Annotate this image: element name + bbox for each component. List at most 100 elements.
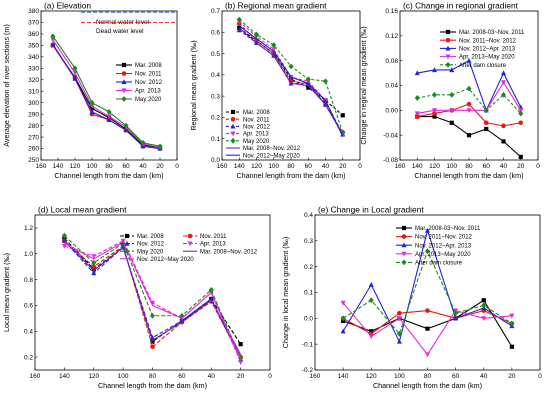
data-point bbox=[432, 114, 437, 119]
panel-title: (e) Change in Local gradient bbox=[318, 205, 424, 215]
x-tick-label: 0 bbox=[538, 373, 542, 380]
legend-marker bbox=[187, 233, 193, 239]
data-point bbox=[369, 329, 374, 334]
data-point bbox=[483, 107, 489, 114]
y-tick-label: 280 bbox=[28, 123, 39, 130]
y-tick-label: 0.6 bbox=[24, 303, 33, 310]
x-tick-label: 0 bbox=[268, 373, 272, 380]
y-tick-label: 360 bbox=[28, 31, 39, 38]
x-tick-label: 80 bbox=[465, 163, 473, 170]
x-tick-label: 40 bbox=[322, 163, 330, 170]
legend-marker bbox=[124, 233, 130, 239]
data-point bbox=[396, 338, 402, 344]
y-tick-label: 290 bbox=[28, 111, 39, 118]
x-tick-label: 0 bbox=[175, 163, 179, 170]
y-axis-label: Local mean gradient (‰) bbox=[2, 253, 11, 332]
legend-marker bbox=[230, 123, 236, 129]
y-tick-label: 250 bbox=[28, 157, 39, 164]
y-tick-label: 0.1 bbox=[211, 136, 220, 143]
legend-marker bbox=[230, 137, 236, 144]
y-tick-label: 0.04 bbox=[385, 83, 398, 90]
data-point bbox=[89, 104, 95, 109]
x-tick-label: 140 bbox=[53, 163, 64, 170]
panel-title: (a) Elevation bbox=[44, 1, 91, 11]
data-point bbox=[140, 139, 146, 146]
data-point bbox=[453, 315, 459, 321]
data-point bbox=[89, 99, 95, 106]
series-line bbox=[63, 240, 242, 355]
data-point bbox=[91, 264, 97, 269]
data-point bbox=[466, 108, 472, 114]
y-tick-label: -0.1 bbox=[302, 341, 314, 348]
legend-marker bbox=[445, 45, 451, 51]
x-tick-label: 40 bbox=[139, 163, 147, 170]
x-tick-label: 120 bbox=[429, 163, 440, 170]
reference-line-label: Dead water level bbox=[96, 28, 144, 35]
x-tick-label: 40 bbox=[480, 373, 488, 380]
y-tick-label: 0.1 bbox=[304, 290, 313, 297]
data-point bbox=[501, 123, 506, 129]
data-point bbox=[150, 339, 155, 344]
legend-label: After dam closure bbox=[459, 63, 507, 69]
legend-label: Nov. 2012 bbox=[137, 242, 165, 248]
data-point bbox=[123, 122, 129, 129]
y-tick-label: 320 bbox=[28, 77, 39, 84]
y-tick-label: 0.5 bbox=[211, 51, 220, 58]
data-point bbox=[271, 47, 277, 53]
data-point bbox=[236, 27, 242, 33]
legend-label: Mar. 2008-03~Nov. 2011 bbox=[415, 226, 481, 232]
x-tick-label: 60 bbox=[483, 163, 491, 170]
legend-marker bbox=[121, 88, 127, 94]
panel-title: (c) Change in regional gradient bbox=[403, 1, 519, 11]
x-tick-label: 80 bbox=[424, 373, 432, 380]
panel-title: (d) Local mean gradient bbox=[38, 205, 127, 215]
data-point bbox=[449, 91, 455, 98]
legend-marker bbox=[121, 62, 127, 68]
y-tick-label: 0.3 bbox=[304, 238, 313, 245]
x-tick-label: 100 bbox=[268, 163, 279, 170]
y-tick-label: 310 bbox=[28, 88, 39, 95]
data-point bbox=[501, 70, 506, 76]
x-tick-label: 160 bbox=[30, 373, 41, 380]
legend-label: Mar. 2008-03~Nov. 2011 bbox=[459, 30, 525, 36]
x-tick-label: 20 bbox=[339, 163, 347, 170]
data-point bbox=[481, 316, 487, 322]
y-axis-label: Average elevation of river sections (m) bbox=[2, 24, 11, 147]
y-tick-label: -0.2 bbox=[302, 367, 314, 374]
data-point bbox=[501, 80, 506, 86]
data-point bbox=[414, 114, 420, 119]
legend-label: May 2020 bbox=[243, 139, 270, 145]
data-point bbox=[305, 76, 311, 83]
y-tick-label: 0.3 bbox=[211, 93, 220, 100]
x-tick-label: 140 bbox=[59, 373, 70, 380]
x-tick-label: 160 bbox=[36, 163, 47, 170]
y-tick-label: 0.2 bbox=[24, 354, 33, 361]
data-point bbox=[106, 108, 112, 115]
x-tick-label: 160 bbox=[310, 373, 321, 380]
data-point bbox=[306, 85, 311, 90]
x-tick-label: 20 bbox=[237, 373, 245, 380]
legend-marker bbox=[121, 79, 127, 85]
legend-marker bbox=[124, 240, 130, 246]
y-tick-label: 1.2 bbox=[24, 225, 33, 232]
y-tick-label: 380 bbox=[28, 8, 39, 15]
data-point bbox=[425, 227, 430, 233]
data-point bbox=[238, 342, 243, 347]
data-point bbox=[368, 334, 374, 340]
x-tick-label: 60 bbox=[452, 373, 460, 380]
data-point bbox=[150, 335, 155, 340]
x-tick-label: 40 bbox=[208, 373, 216, 380]
y-tick-label: 330 bbox=[28, 66, 39, 73]
data-point bbox=[501, 91, 506, 98]
x-tick-label: 80 bbox=[287, 163, 295, 170]
panel-local-mean-gradient: 160 140 120 100 80 60 40 20 0 0.2 0.4 0.6 0.8 1.0 1.2 (… bbox=[2, 205, 272, 391]
panel-change-local-gradient: 160 140 120 100 80 60 40 20 0 -0.2 -0.1 0.0 0.1 0.2 0.… bbox=[281, 205, 542, 391]
x-axis-label: Channel length from the dam (km) bbox=[373, 381, 482, 390]
data-point bbox=[518, 154, 523, 159]
x-tick-label: 120 bbox=[251, 163, 262, 170]
legend-label: Mar. 2008 bbox=[137, 234, 164, 240]
reference-line-label: Normal water level bbox=[96, 19, 149, 26]
y-tick-label: 0.6 bbox=[211, 29, 220, 36]
data-point bbox=[425, 308, 430, 313]
legend-label: Nov. 2011~Nov. 2012 bbox=[415, 235, 473, 241]
